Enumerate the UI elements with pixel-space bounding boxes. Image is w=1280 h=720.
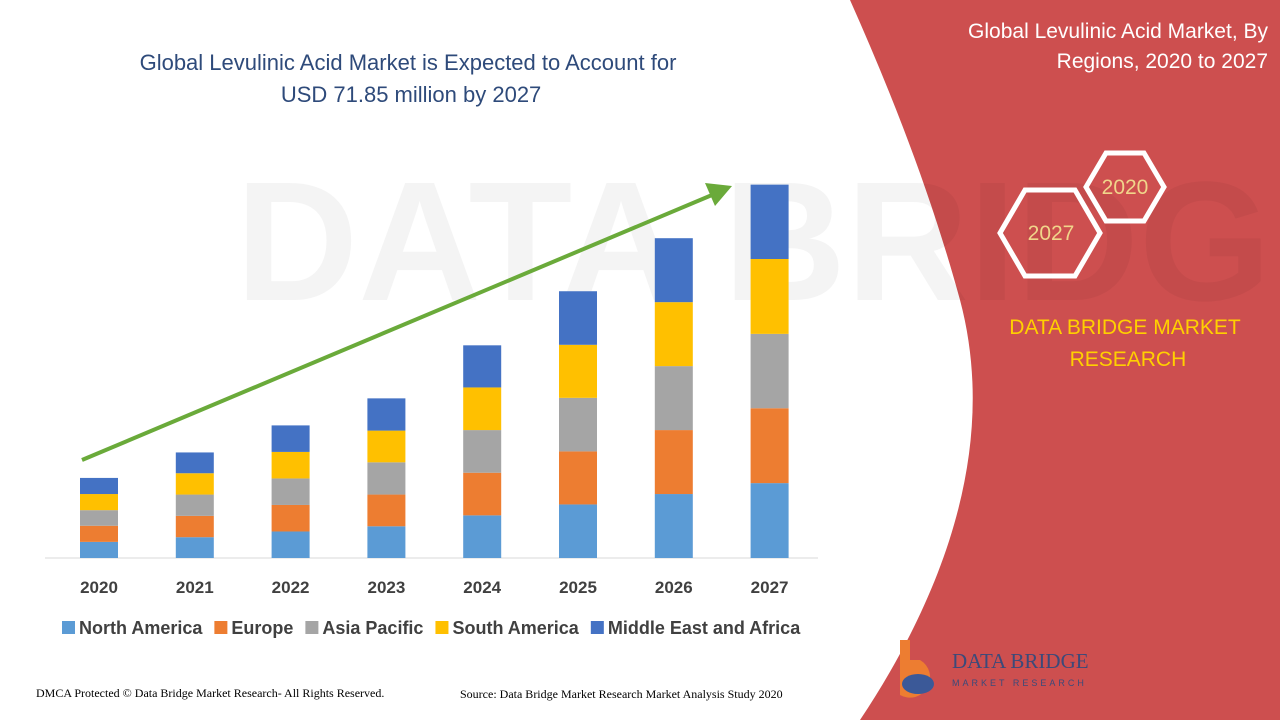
legend-swatch <box>435 621 449 634</box>
copyright: DMCA Protected © Data Bridge Market Rese… <box>36 686 384 700</box>
bar-segment <box>654 238 693 303</box>
logo-name: DATA BRIDGE <box>952 649 1089 673</box>
side-panel <box>850 0 1280 720</box>
x-tick-label: 2025 <box>559 578 597 597</box>
bar-segment <box>654 366 693 431</box>
bar-segment <box>654 302 693 367</box>
logo-tagline: MARKET RESEARCH <box>952 678 1087 688</box>
legend-swatch <box>305 621 319 634</box>
legend-swatch <box>214 621 228 634</box>
bar-segment <box>654 494 693 558</box>
bar-segment <box>175 452 214 474</box>
bar-segment <box>367 398 406 431</box>
source: Source: Data Bridge Market Research Mark… <box>460 687 783 701</box>
bar-segment <box>80 494 118 511</box>
bar-segment <box>463 472 502 516</box>
bar-segment <box>750 483 789 558</box>
bar-segment <box>463 345 502 388</box>
x-tick-label: 2026 <box>655 578 693 597</box>
bar-segment <box>750 408 789 484</box>
trend-arrowhead <box>705 183 732 206</box>
legend-label: South America <box>452 618 579 638</box>
bar-segment <box>175 515 214 538</box>
legend-label: Middle East and Africa <box>608 618 801 638</box>
legend-label: North America <box>79 618 203 638</box>
bar-segment <box>559 451 597 505</box>
bar-segment <box>80 477 118 495</box>
bar-segment <box>367 430 406 463</box>
bar-segment <box>271 478 310 505</box>
bar-segment <box>750 259 789 334</box>
x-tick-label: 2022 <box>272 578 310 597</box>
legend-swatch <box>590 621 604 634</box>
trend-arrow <box>81 193 713 462</box>
chart-title: Global Levulinic Acid Market is Expected… <box>140 50 677 107</box>
hexagon <box>1083 150 1167 224</box>
bar-segment <box>80 510 118 526</box>
hex-label: 2020 <box>1102 176 1149 199</box>
side-title: Global Levulinic Acid Market, By Regions… <box>968 20 1268 73</box>
x-tick-label: 2023 <box>367 578 405 597</box>
x-tick-label: 2020 <box>80 578 118 597</box>
bar-segment <box>271 451 310 479</box>
x-tick-label: 2021 <box>176 578 214 597</box>
bar-segment <box>750 184 789 259</box>
bar-segment <box>367 462 406 495</box>
bar-segment <box>463 430 502 473</box>
logo: DATA BRIDGE MARKET RESEARCH <box>900 640 1089 698</box>
x-tick-label: 2024 <box>463 578 501 597</box>
bar-segment <box>559 504 597 558</box>
bar-segment <box>463 387 502 431</box>
hexagon <box>997 187 1103 279</box>
bar-segment <box>80 525 118 542</box>
bar-segment <box>559 344 597 398</box>
bar-segment <box>463 515 502 558</box>
bar-segment <box>367 526 406 558</box>
hex-label: 2027 <box>1028 222 1075 245</box>
legend-label: Asia Pacific <box>322 618 423 638</box>
chart-title-text: Global Levulinic Acid Market is Expected… <box>140 50 677 107</box>
bar-segment <box>559 397 597 452</box>
brand-text: DATA BRIDGE MARKET RESEARCH <box>1009 316 1241 371</box>
bar-segment <box>271 425 310 452</box>
bar-segment <box>559 291 597 345</box>
logo-icon <box>902 674 934 694</box>
bar-segment <box>80 541 118 558</box>
bar-segment <box>654 430 693 495</box>
bar-segment <box>750 333 789 409</box>
bar-segment <box>271 504 310 532</box>
legend-label: Europe <box>231 618 293 638</box>
bar-segment <box>175 473 214 495</box>
bar-segment <box>175 537 214 558</box>
legend-swatch <box>62 621 75 634</box>
bar-segment <box>175 494 214 516</box>
bar-segment <box>367 494 406 527</box>
x-tick-label: 2027 <box>751 578 789 597</box>
chart: 2020 2021 2022 2023 2024 2025 2026 2027 North Am… <box>45 183 818 638</box>
bar-segment <box>271 531 310 558</box>
